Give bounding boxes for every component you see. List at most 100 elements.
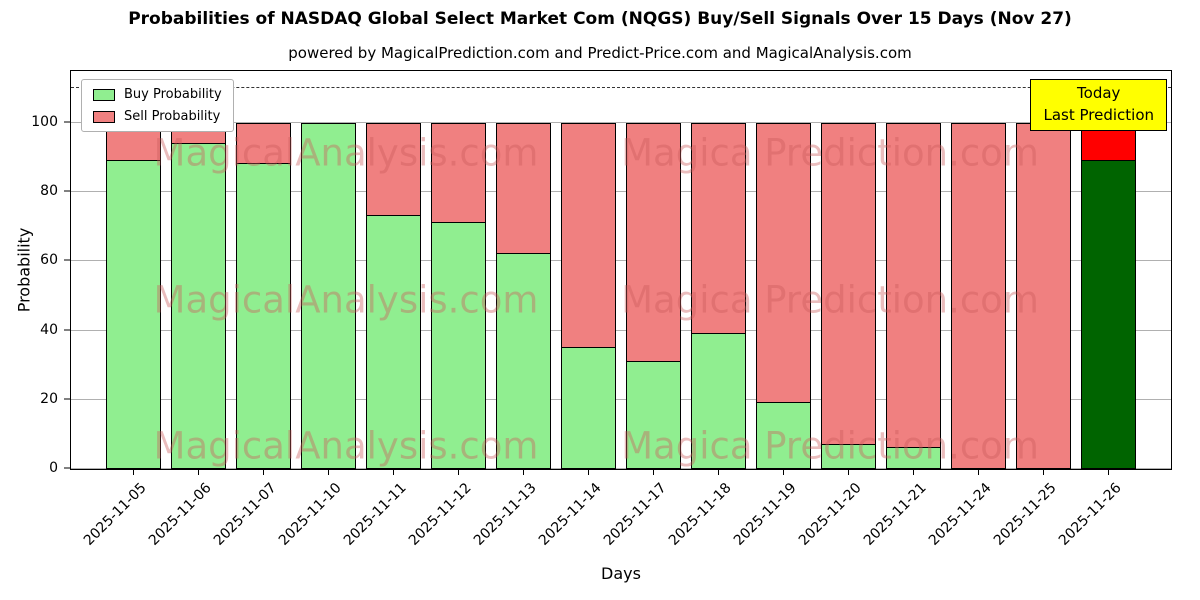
buy-segment bbox=[625, 361, 682, 469]
x-tick-label: 2025-11-19 bbox=[730, 480, 800, 549]
y-tick-label: 40 bbox=[40, 321, 58, 338]
x-tick-mark bbox=[392, 470, 394, 475]
sell-segment bbox=[1015, 122, 1072, 469]
buy-segment bbox=[300, 122, 357, 469]
sell-segment bbox=[365, 123, 422, 217]
buy-segment bbox=[170, 143, 227, 469]
y-tick-label: 100 bbox=[31, 113, 58, 130]
x-axis-ticks: 2025-11-05 2025-11-06 2025-11-07 2025-11-10… bbox=[70, 470, 1172, 590]
y-tick-mark bbox=[64, 398, 70, 400]
stacked-bar-2025-11-19 bbox=[755, 122, 812, 469]
stacked-bar-2025-11-24 bbox=[950, 122, 1007, 469]
stacked-bar-2025-11-26 bbox=[1080, 122, 1137, 469]
y-tick-label: 60 bbox=[40, 252, 58, 269]
y-axis-ticks: 0 20 40 60 80 100 bbox=[0, 70, 70, 476]
sell-segment bbox=[235, 122, 292, 165]
y-tick-label: 0 bbox=[49, 460, 58, 476]
sell-probability-swatch bbox=[93, 110, 115, 123]
annotation-line-2: Last Prediction bbox=[1043, 105, 1154, 124]
stacked-bar-2025-11-06 bbox=[170, 122, 227, 469]
gridlines-layer bbox=[71, 71, 1171, 469]
sell-segment bbox=[495, 122, 552, 255]
y-tick-mark bbox=[64, 259, 70, 261]
bar-slot bbox=[491, 71, 556, 469]
bars-layer bbox=[71, 71, 1171, 469]
x-tick-mark bbox=[522, 470, 524, 475]
x-tick-label: 2025-11-06 bbox=[145, 480, 215, 549]
x-tick-label: 2025-11-07 bbox=[210, 480, 280, 549]
bar-slot bbox=[361, 71, 426, 469]
bar-slot bbox=[426, 71, 491, 469]
annotation-line-1: Today bbox=[1077, 84, 1121, 102]
buy-segment bbox=[430, 223, 487, 469]
stacked-bar-2025-11-14 bbox=[560, 122, 617, 469]
x-axis-label: Days bbox=[601, 564, 641, 583]
gridline bbox=[71, 191, 1171, 193]
buy-segment bbox=[1080, 161, 1137, 469]
bar-slot bbox=[296, 71, 361, 469]
x-tick-mark bbox=[1107, 470, 1109, 475]
today-annotation: Today Last Prediction bbox=[1030, 79, 1167, 131]
sell-segment bbox=[885, 122, 942, 449]
x-tick-mark bbox=[717, 470, 719, 475]
gridline bbox=[71, 260, 1171, 262]
x-tick-mark bbox=[847, 470, 849, 475]
sell-segment bbox=[820, 122, 877, 445]
buy-probability-swatch bbox=[93, 88, 115, 101]
stacked-bar-2025-11-20 bbox=[820, 122, 877, 469]
x-tick-label: 2025-11-14 bbox=[535, 480, 605, 549]
gridline bbox=[71, 121, 1171, 123]
legend-item-sell: Sell Probability bbox=[93, 109, 222, 124]
gridline bbox=[71, 468, 1171, 469]
x-tick-mark bbox=[912, 470, 914, 475]
x-tick-mark bbox=[587, 470, 589, 475]
bar-slot bbox=[751, 71, 816, 469]
bar-slot bbox=[1011, 71, 1076, 469]
buy-segment bbox=[560, 347, 617, 469]
buy-segment bbox=[365, 216, 422, 469]
x-tick-label: 2025-11-20 bbox=[795, 480, 865, 549]
x-tick-mark bbox=[782, 470, 784, 475]
stacked-bar-2025-11-11 bbox=[365, 123, 422, 469]
legend-label-buy: Buy Probability bbox=[124, 87, 222, 102]
x-tick-label: 2025-11-18 bbox=[665, 480, 735, 549]
bar-slot bbox=[621, 71, 686, 469]
x-tick-label: 2025-11-05 bbox=[80, 480, 150, 549]
y-tick-label: 80 bbox=[40, 183, 58, 200]
y-tick-mark bbox=[64, 467, 70, 469]
y-tick-mark bbox=[64, 329, 70, 331]
chart-title: Probabilities of NASDAQ Global Select Ma… bbox=[128, 9, 1072, 29]
bar-slot bbox=[231, 71, 296, 469]
buy-segment bbox=[690, 334, 747, 469]
stacked-bar-2025-11-07 bbox=[235, 122, 292, 469]
stacked-bar-2025-11-13 bbox=[495, 122, 552, 469]
gridline bbox=[71, 329, 1171, 331]
x-tick-label: 2025-11-25 bbox=[990, 480, 1060, 549]
x-tick-mark bbox=[1042, 470, 1044, 475]
x-tick-mark bbox=[977, 470, 979, 475]
x-tick-mark bbox=[457, 470, 459, 475]
buy-segment bbox=[105, 161, 162, 469]
x-tick-label: 2025-11-17 bbox=[600, 480, 670, 549]
stacked-bar-2025-11-25 bbox=[1015, 122, 1072, 469]
y-tick-mark bbox=[64, 121, 70, 123]
buy-segment bbox=[235, 164, 292, 469]
x-tick-label: 2025-11-12 bbox=[405, 480, 475, 549]
x-tick-mark bbox=[197, 470, 199, 475]
x-tick-label: 2025-11-13 bbox=[470, 480, 540, 549]
stacked-bar-2025-11-12 bbox=[430, 122, 487, 469]
plot-area: MagicalAnalysis.com Magica Prediction.com… bbox=[70, 70, 1172, 470]
stacked-bar-2025-11-17 bbox=[625, 122, 682, 469]
x-tick-label: 2025-11-26 bbox=[1055, 480, 1125, 549]
bar-slot bbox=[686, 71, 751, 469]
legend-item-buy: Buy Probability bbox=[93, 87, 222, 102]
x-tick-label: 2025-11-21 bbox=[860, 480, 930, 549]
stacked-bar-2025-11-10 bbox=[300, 122, 357, 469]
bar-slot bbox=[1076, 71, 1141, 469]
sell-segment bbox=[950, 122, 1007, 469]
x-tick-mark bbox=[262, 470, 264, 475]
stacked-bar-2025-11-05 bbox=[105, 122, 162, 469]
legend: Buy Probability Sell Probability bbox=[81, 79, 234, 132]
sell-segment bbox=[560, 122, 617, 348]
